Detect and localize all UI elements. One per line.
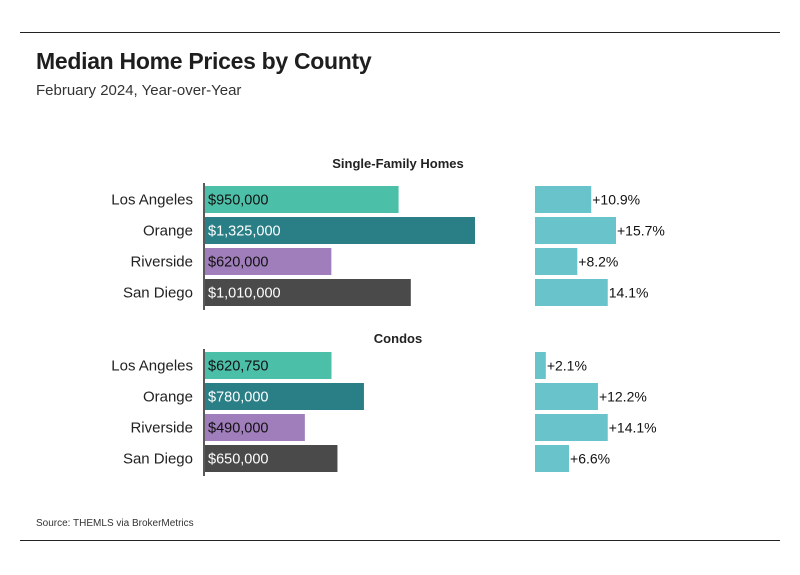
top-rule bbox=[20, 32, 780, 33]
change-label: +2.1% bbox=[547, 358, 587, 374]
category-label: Riverside bbox=[130, 254, 193, 271]
price-bar bbox=[205, 352, 332, 379]
price-label: $950,000 bbox=[208, 193, 268, 209]
category-label: Orange bbox=[143, 223, 193, 240]
change-label: +15.7% bbox=[617, 223, 665, 239]
price-label: $780,000 bbox=[208, 390, 268, 406]
bottom-rule bbox=[20, 540, 780, 541]
chart-subtitle: February 2024, Year-over-Year bbox=[36, 82, 242, 99]
category-label: Los Angeles bbox=[111, 358, 193, 375]
change-label: +6.6% bbox=[570, 451, 610, 467]
change-label: +8.2% bbox=[578, 254, 618, 270]
price-label: $650,000 bbox=[208, 452, 268, 468]
price-label: $1,010,000 bbox=[208, 286, 281, 302]
source-note: Source: THEMLS via BrokerMetrics bbox=[36, 518, 194, 529]
price-label: $1,325,000 bbox=[208, 224, 281, 240]
price-bar bbox=[205, 217, 475, 244]
price-label: $490,000 bbox=[208, 421, 268, 437]
change-bar bbox=[535, 217, 616, 244]
change-label: 14.1% bbox=[609, 285, 649, 301]
price-bar bbox=[205, 186, 399, 213]
section-title: Single-Family Homes bbox=[332, 156, 463, 171]
price-bar bbox=[205, 383, 364, 410]
change-label: +14.1% bbox=[609, 420, 657, 436]
change-bar bbox=[535, 279, 608, 306]
change-bar bbox=[535, 445, 570, 472]
change-bar bbox=[535, 248, 578, 275]
price-bar bbox=[205, 248, 332, 275]
price-bar bbox=[205, 414, 305, 441]
category-label: Orange bbox=[143, 389, 193, 406]
category-label: Los Angeles bbox=[111, 192, 193, 209]
price-bar bbox=[205, 279, 411, 306]
change-label: +12.2% bbox=[599, 389, 647, 405]
change-bar bbox=[535, 352, 546, 379]
change-bar bbox=[535, 414, 608, 441]
price-bar bbox=[205, 445, 338, 472]
price-label: $620,000 bbox=[208, 255, 268, 271]
change-bar bbox=[535, 383, 598, 410]
section-title: Condos bbox=[374, 331, 422, 346]
price-label: $620,750 bbox=[208, 359, 268, 375]
category-label: Riverside bbox=[130, 420, 193, 437]
change-bar bbox=[535, 186, 592, 213]
chart-title: Median Home Prices by County bbox=[36, 48, 372, 74]
category-label: San Diego bbox=[123, 285, 193, 302]
category-label: San Diego bbox=[123, 451, 193, 468]
change-label: +10.9% bbox=[592, 192, 640, 208]
